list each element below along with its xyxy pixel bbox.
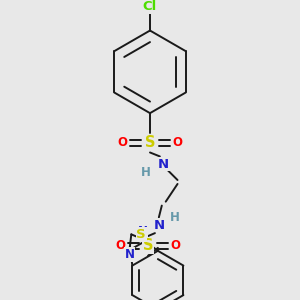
Text: S: S — [136, 228, 146, 241]
Text: N: N — [125, 248, 135, 261]
Text: N: N — [138, 225, 148, 238]
Text: O: O — [116, 239, 125, 252]
Text: N: N — [158, 158, 169, 171]
Text: O: O — [172, 136, 182, 149]
Text: S: S — [145, 135, 155, 150]
Text: S: S — [143, 238, 153, 253]
Text: Cl: Cl — [143, 0, 157, 14]
Text: H: H — [141, 166, 151, 178]
Text: N: N — [153, 219, 164, 232]
Text: H: H — [169, 211, 179, 224]
Text: O: O — [171, 239, 181, 252]
Text: O: O — [118, 136, 128, 149]
